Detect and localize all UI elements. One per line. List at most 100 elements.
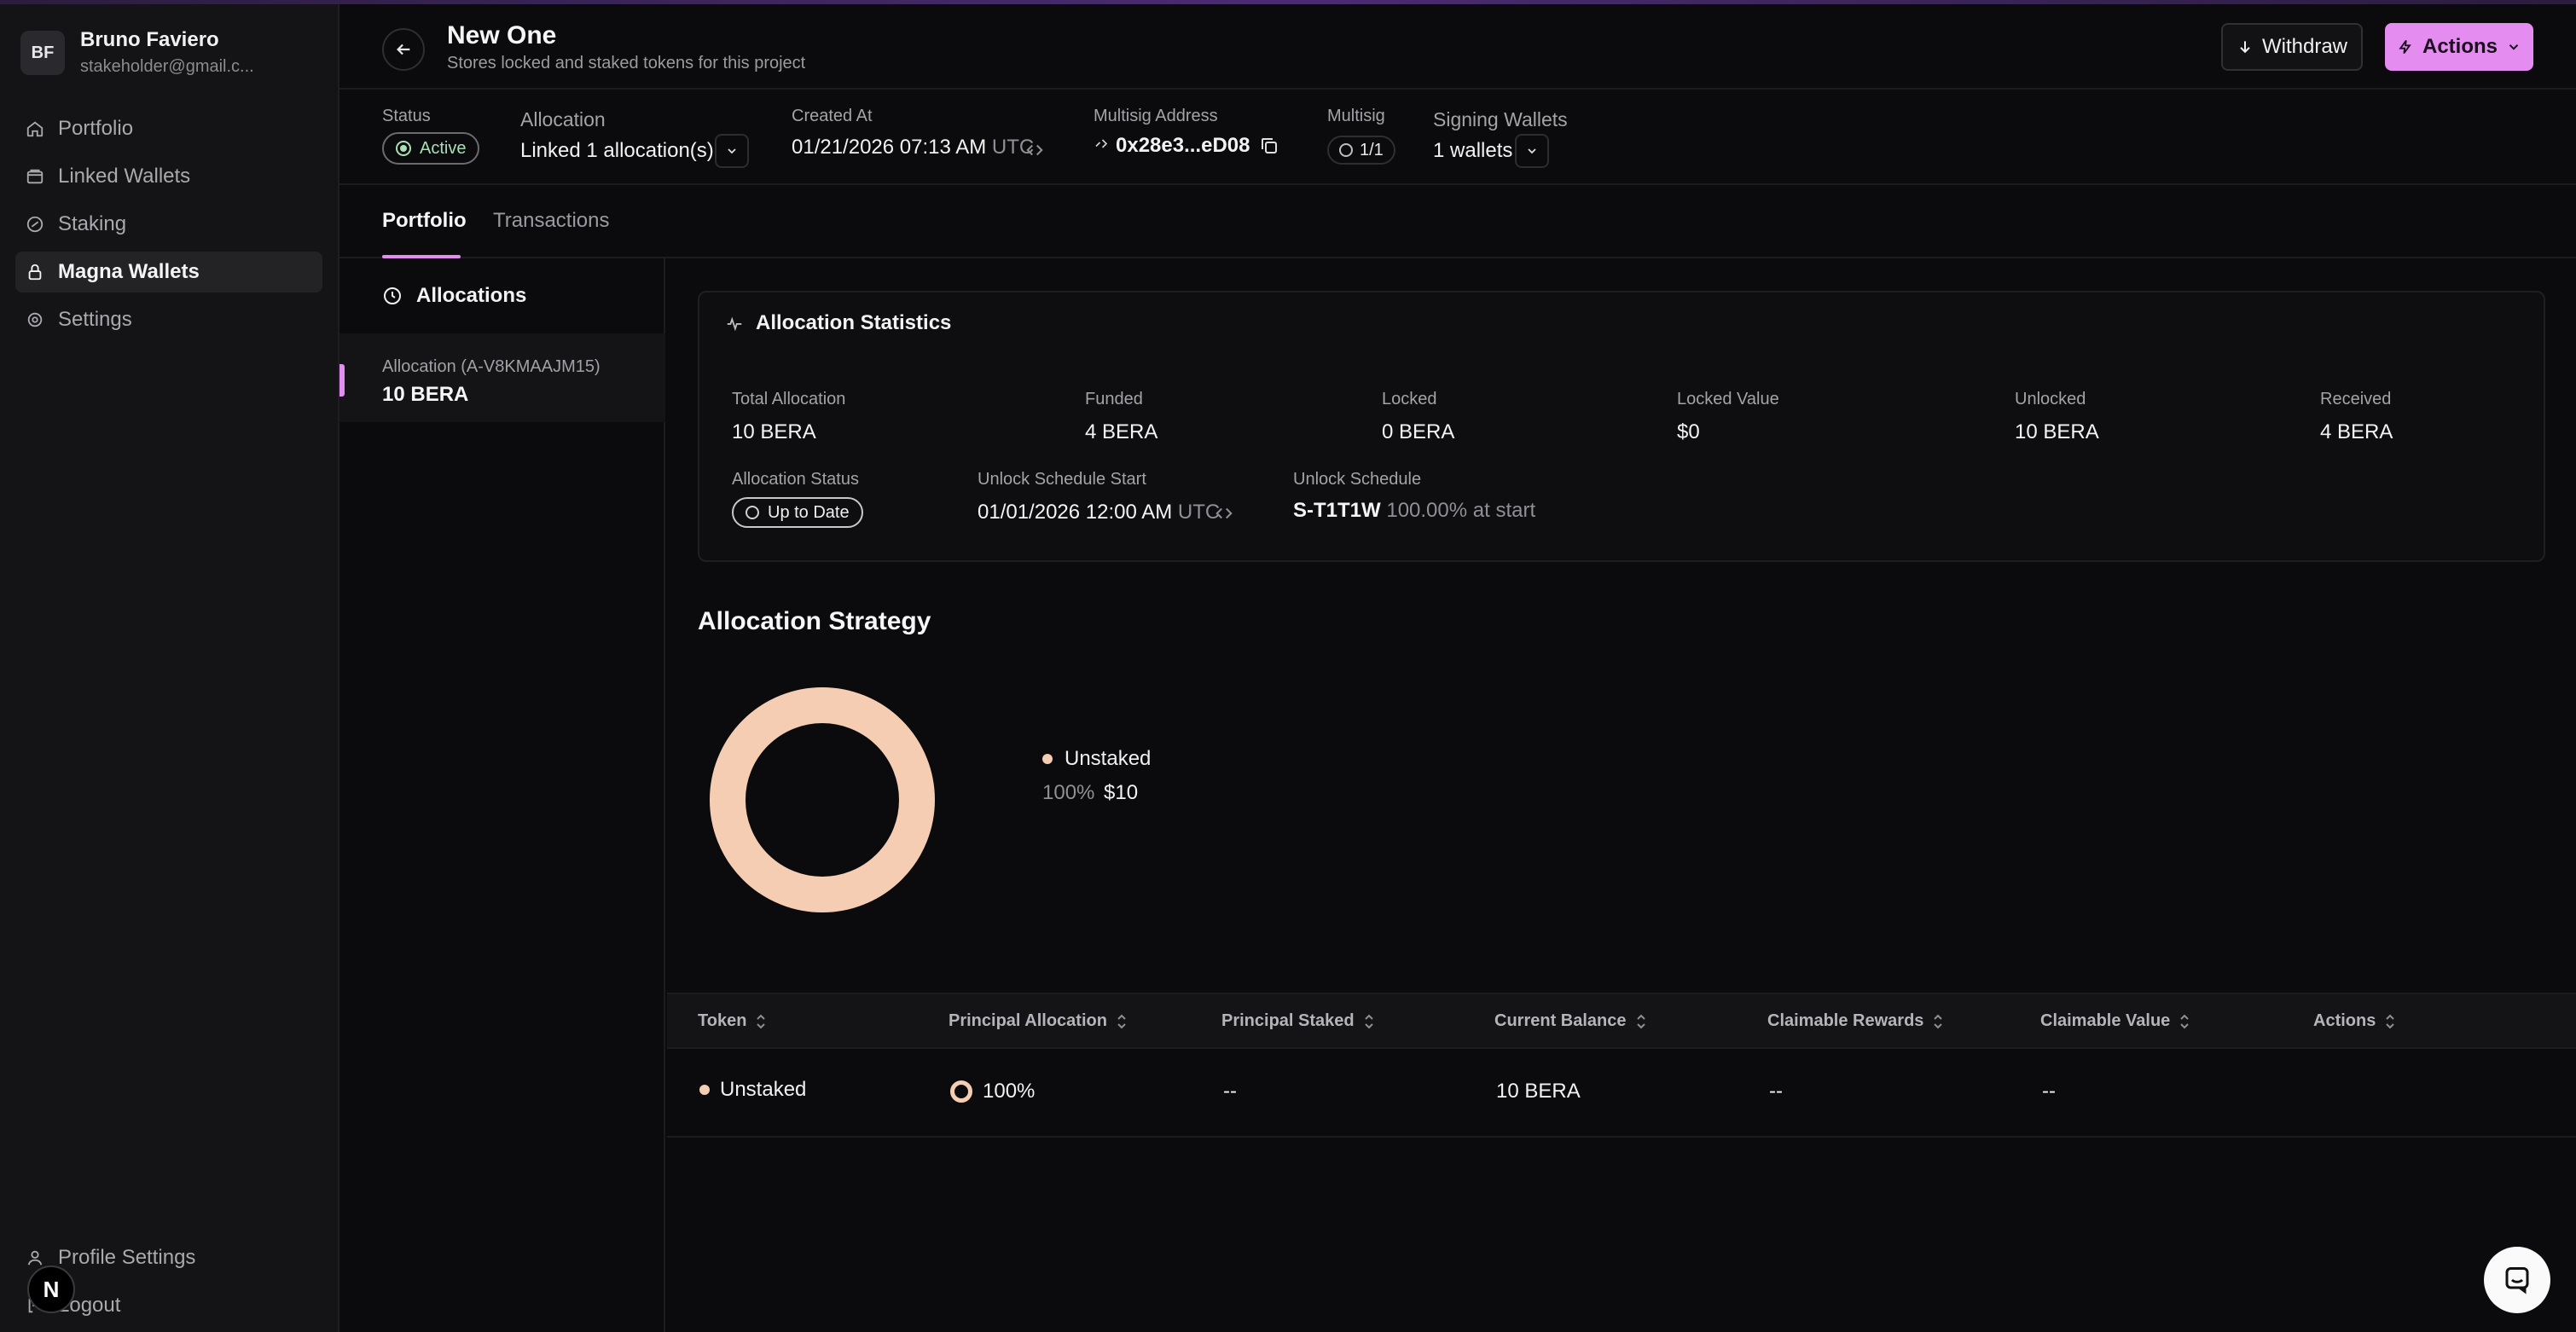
lock-icon	[28, 264, 42, 281]
allocations-panel: Allocations Allocation (A-V8KMAAJM15) 10…	[339, 258, 665, 1332]
user-profile[interactable]: BF Bruno Faviero stakeholder@gmail.c...	[20, 25, 319, 81]
copy-icon[interactable]	[1259, 136, 1279, 156]
multisig-label: Multisig	[1327, 107, 1385, 125]
sidebar-item-staking[interactable]: Staking	[15, 204, 322, 245]
received-value: 4 BERA	[2320, 420, 2393, 443]
user-name: Bruno Faviero	[80, 28, 219, 51]
column-header-current-balance[interactable]: Current Balance	[1494, 1011, 1647, 1031]
page-title: New One	[447, 21, 557, 49]
user-email: stakeholder@gmail.c...	[80, 57, 254, 76]
sidebar-item-label: Profile Settings	[58, 1246, 196, 1269]
chevron-down-icon	[2509, 44, 2519, 50]
multisig-address-label: Multisig Address	[1094, 107, 1218, 125]
page-subtitle: Stores locked and staked tokens for this…	[447, 54, 806, 72]
status-badge: Active	[382, 132, 480, 165]
support-chat-button[interactable]	[2484, 1247, 2550, 1313]
funded-label: Funded	[1085, 390, 1143, 408]
allocation-list-item[interactable]: Allocation (A-V8KMAAJM15) 10 BERA	[339, 333, 665, 422]
funded-value: 4 BERA	[1085, 420, 1158, 443]
created-at-tz: UTC	[991, 136, 1035, 159]
stats-title: Allocation Statistics	[725, 311, 951, 335]
token-label: Unstaked	[720, 1078, 807, 1101]
sidebar-item-label: Settings	[58, 308, 132, 331]
locked-label: Locked	[1382, 390, 1437, 408]
unlock-start-label: Unlock Schedule Start	[978, 470, 1146, 489]
legend-label: Unstaked	[1065, 747, 1152, 770]
sort-icon	[1364, 1014, 1373, 1028]
allocation-dropdown-button[interactable]	[715, 134, 749, 168]
cell-current-balance: 10 BERA	[1496, 1080, 1581, 1103]
withdraw-button[interactable]: Withdraw	[2221, 23, 2363, 71]
chat-icon	[2505, 1267, 2529, 1294]
status-dot-icon	[396, 141, 411, 156]
column-header-principal-staked[interactable]: Principal Staked	[1221, 1011, 1375, 1031]
back-button[interactable]	[382, 28, 425, 71]
column-header-claimable-rewards[interactable]: Claimable Rewards	[1767, 1011, 1944, 1031]
staking-icon	[26, 216, 44, 233]
unlock-schedule-desc: 100.00% at start	[1386, 499, 1536, 522]
sidebar-item-magna-wallets[interactable]: Magna Wallets	[15, 252, 322, 292]
allocation-statistics-card: Allocation Statistics Total Allocation 1…	[698, 291, 2545, 562]
sidebar-nav: Portfolio Linked Wallets Staking Magna W…	[15, 108, 322, 347]
column-header-label: Current Balance	[1494, 1011, 1627, 1030]
avatar: BF	[20, 31, 65, 75]
sidebar-item-linked-wallets[interactable]: Linked Wallets	[15, 156, 322, 197]
user-icon	[27, 1250, 43, 1265]
created-at-date: 01/21/2026 07:13 AM	[792, 136, 987, 159]
circle-icon	[746, 506, 759, 519]
dev-tools-badge[interactable]: N	[27, 1265, 75, 1313]
sidebar-item-profile-settings[interactable]: Profile Settings	[15, 1237, 322, 1278]
circle-icon	[1339, 143, 1353, 157]
allocation-name: Allocation (A-V8KMAAJM15)	[382, 357, 600, 376]
unlock-start-date: 01/01/2026 12:00 AM	[978, 501, 1173, 524]
code-toggle-icon[interactable]	[1215, 504, 1233, 523]
locked-value-label: Locked Value	[1677, 390, 1779, 408]
bolt-icon	[2399, 39, 2411, 55]
cell-principal-allocation: 100%	[950, 1080, 1035, 1103]
cell-claimable-rewards: --	[1769, 1080, 1783, 1103]
column-header-label: Actions	[2313, 1011, 2376, 1030]
progress-ring-icon	[950, 1080, 972, 1103]
legend-value: $10	[1104, 781, 1139, 804]
selected-indicator	[339, 364, 345, 397]
sort-icon	[1636, 1014, 1645, 1028]
principal-allocation-value: 100%	[983, 1080, 1036, 1103]
locked-value: 0 BERA	[1382, 420, 1455, 443]
unlocked-value: 10 BERA	[2015, 420, 2099, 443]
created-at-label: Created At	[792, 107, 873, 125]
gear-icon	[27, 312, 43, 327]
chevron-down-icon	[1528, 148, 1536, 154]
unlock-schedule-label: Unlock Schedule	[1293, 470, 1422, 489]
received-label: Received	[2320, 390, 2392, 408]
sidebar-item-portfolio[interactable]: Portfolio	[15, 108, 322, 149]
allocation-donut-chart	[710, 687, 935, 912]
sidebar: BF Bruno Faviero stakeholder@gmail.c... …	[0, 4, 339, 1332]
clock-icon	[384, 287, 401, 304]
page-header: New One Stores locked and staked tokens …	[339, 4, 2576, 90]
tab-bar: Portfolio Transactions	[339, 187, 2576, 258]
column-header-actions[interactable]: Actions	[2313, 1011, 2396, 1031]
created-at-value: 01/21/2026 07:13 AM UTC	[792, 136, 1034, 159]
sidebar-item-settings[interactable]: Settings	[15, 299, 322, 340]
arrow-down-icon	[2240, 41, 2250, 54]
table-row[interactable]: Unstaked 100% -- 10 BERA -- --	[667, 1049, 2576, 1138]
column-header-claimable-value[interactable]: Claimable Value	[2040, 1011, 2190, 1031]
allocations-heading-label: Allocations	[416, 284, 527, 307]
unlock-schedule-id: S-T1T1W	[1293, 499, 1381, 522]
home-icon	[26, 121, 44, 137]
tab-portfolio[interactable]: Portfolio	[382, 209, 467, 232]
link-icon	[1095, 139, 1108, 148]
arrow-left-icon	[397, 43, 410, 55]
column-header-principal-allocation[interactable]: Principal Allocation	[949, 1011, 1128, 1031]
column-header-label: Token	[698, 1011, 747, 1030]
code-toggle-icon[interactable]	[1025, 141, 1044, 159]
cell-claimable-value: --	[2042, 1080, 2056, 1103]
active-tab-indicator	[382, 255, 461, 258]
sort-icon	[1934, 1014, 1943, 1028]
allocation-status-value: Up to Date	[768, 502, 850, 522]
tab-transactions[interactable]: Transactions	[493, 209, 610, 232]
actions-button[interactable]: Actions	[2385, 23, 2533, 71]
signing-wallets-dropdown-button[interactable]	[1515, 134, 1549, 168]
column-header-token[interactable]: Token	[698, 1011, 767, 1031]
total-allocation-label: Total Allocation	[732, 390, 846, 408]
